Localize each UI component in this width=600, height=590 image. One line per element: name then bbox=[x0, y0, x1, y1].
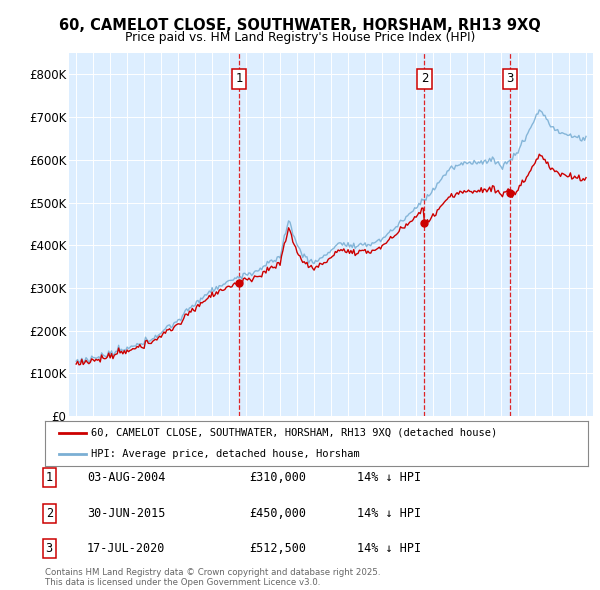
Text: £450,000: £450,000 bbox=[249, 507, 306, 520]
Text: Contains HM Land Registry data © Crown copyright and database right 2025.
This d: Contains HM Land Registry data © Crown c… bbox=[45, 568, 380, 587]
Text: HPI: Average price, detached house, Horsham: HPI: Average price, detached house, Hors… bbox=[91, 449, 360, 459]
Text: 3: 3 bbox=[46, 542, 53, 555]
Text: 14% ↓ HPI: 14% ↓ HPI bbox=[357, 507, 421, 520]
Text: 2: 2 bbox=[421, 72, 428, 85]
Text: Price paid vs. HM Land Registry's House Price Index (HPI): Price paid vs. HM Land Registry's House … bbox=[125, 31, 475, 44]
Text: 1: 1 bbox=[46, 471, 53, 484]
Text: 30-JUN-2015: 30-JUN-2015 bbox=[87, 507, 166, 520]
Text: 60, CAMELOT CLOSE, SOUTHWATER, HORSHAM, RH13 9XQ: 60, CAMELOT CLOSE, SOUTHWATER, HORSHAM, … bbox=[59, 18, 541, 32]
Text: 03-AUG-2004: 03-AUG-2004 bbox=[87, 471, 166, 484]
Text: £310,000: £310,000 bbox=[249, 471, 306, 484]
Text: 3: 3 bbox=[506, 72, 514, 85]
Text: 2: 2 bbox=[46, 507, 53, 520]
Text: 17-JUL-2020: 17-JUL-2020 bbox=[87, 542, 166, 555]
Text: 14% ↓ HPI: 14% ↓ HPI bbox=[357, 542, 421, 555]
Text: 14% ↓ HPI: 14% ↓ HPI bbox=[357, 471, 421, 484]
Text: 1: 1 bbox=[235, 72, 243, 85]
Text: 60, CAMELOT CLOSE, SOUTHWATER, HORSHAM, RH13 9XQ (detached house): 60, CAMELOT CLOSE, SOUTHWATER, HORSHAM, … bbox=[91, 428, 497, 438]
Text: £512,500: £512,500 bbox=[249, 542, 306, 555]
